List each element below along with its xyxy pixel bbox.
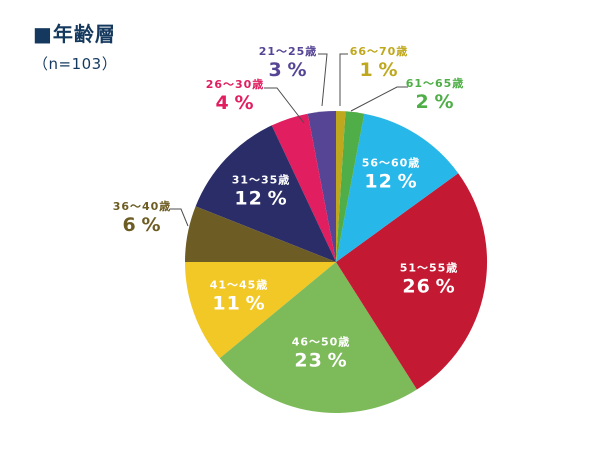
pie-slice-26-30 <box>271 113 336 262</box>
pie-slice-56-60 <box>336 113 459 262</box>
pie-slice-21-25 <box>307 111 336 262</box>
pie-slice-46-50 <box>219 262 417 413</box>
pie-slice-51-55 <box>336 173 488 390</box>
leader-line-66-70 <box>339 53 348 106</box>
sample-size-label: （n=103） <box>33 55 118 73</box>
leader-line-36-40 <box>170 208 189 227</box>
pie-slice-36-40 <box>185 206 336 262</box>
pie-slice-61-65 <box>336 111 365 262</box>
pie-slice-66-70 <box>336 111 346 262</box>
pie-slice-41-45 <box>185 262 336 359</box>
chart-header: ■年齢層 （n=103） <box>33 22 117 74</box>
leader-line-26-30 <box>264 87 305 124</box>
pie-slice-31-35 <box>195 125 336 263</box>
leader-line-61-65 <box>350 86 408 112</box>
chart-title: ■年齢層 <box>33 22 116 46</box>
leader-line-21-25 <box>318 53 328 107</box>
